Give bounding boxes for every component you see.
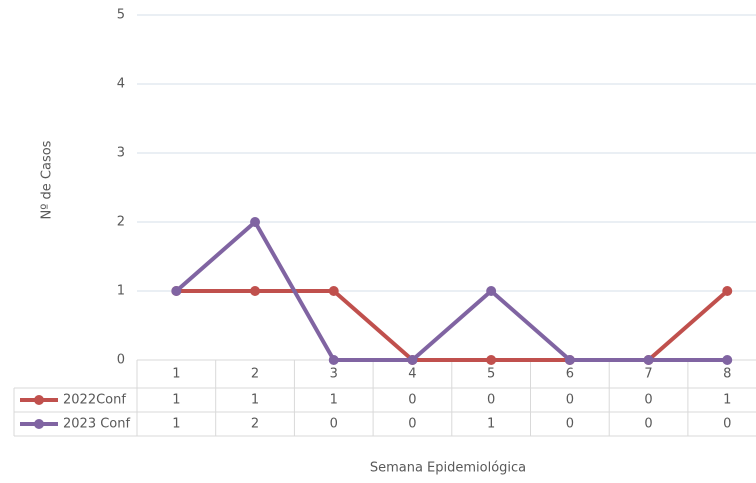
- table-cell: 1: [487, 417, 495, 432]
- y-tick-label: 0: [117, 353, 125, 368]
- y-tick-label: 2: [117, 215, 125, 230]
- legend-label: 2022Conf: [63, 393, 126, 408]
- x-tick-label: 8: [723, 367, 731, 382]
- table-cell: 0: [723, 417, 731, 432]
- y-tick-label: 3: [117, 146, 125, 161]
- table-cell: 1: [330, 393, 338, 408]
- table-cell: 2: [251, 417, 259, 432]
- point: [643, 355, 654, 365]
- legend-marker: [34, 395, 44, 405]
- y-axis-label: Nº de Casos: [40, 140, 55, 219]
- point: [486, 286, 497, 296]
- table-cell: 1: [172, 393, 180, 408]
- table-cell: 1: [251, 393, 259, 408]
- table-cell: 0: [408, 417, 416, 432]
- x-tick-label: 6: [566, 367, 574, 382]
- table-cell: 0: [644, 393, 652, 408]
- y-tick-label: 1: [117, 284, 125, 299]
- point: [250, 286, 261, 296]
- table-cell: 1: [172, 417, 180, 432]
- x-axis-label: Semana Epidemiológica: [370, 461, 526, 476]
- x-tick-label: 2: [251, 367, 259, 382]
- line-series: [175, 220, 728, 362]
- point: [486, 355, 497, 365]
- y-tick-label: 5: [117, 8, 125, 23]
- table-cell: 0: [566, 417, 574, 432]
- point: [407, 355, 418, 365]
- table-cell: 0: [487, 393, 495, 408]
- table-cell: 0: [408, 393, 416, 408]
- legend-label: 2023 Conf: [63, 417, 130, 432]
- x-tick-label: 5: [487, 367, 495, 382]
- y-tick-label: 4: [117, 77, 125, 92]
- point: [722, 355, 733, 365]
- point: [328, 355, 339, 365]
- table-cell: 0: [330, 417, 338, 432]
- legend-marker: [34, 419, 44, 429]
- point: [250, 217, 261, 227]
- point: [328, 286, 339, 296]
- table-cell: 0: [644, 417, 652, 432]
- x-tick-label: 7: [644, 367, 652, 382]
- point: [171, 286, 182, 296]
- x-tick-label: 4: [408, 367, 416, 382]
- x-tick-label: 3: [330, 367, 338, 382]
- point: [564, 355, 575, 365]
- table-cell: 0: [566, 393, 574, 408]
- x-tick-label: 1: [172, 367, 180, 382]
- point: [722, 286, 733, 296]
- table-cell: 1: [723, 393, 731, 408]
